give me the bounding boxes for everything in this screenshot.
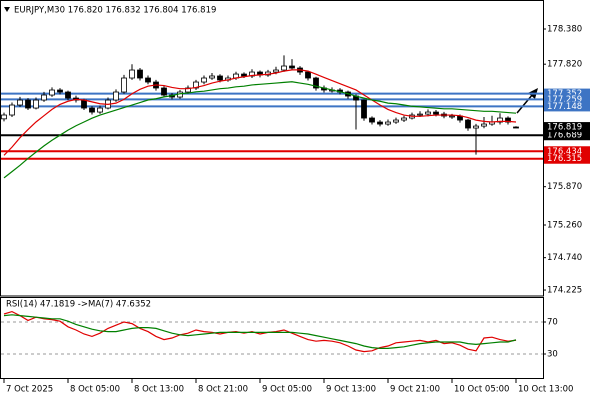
candle-body [17, 99, 23, 106]
level-label: 177.148 [547, 102, 582, 112]
indicator-line [3, 81, 517, 179]
candle-body [385, 121, 391, 125]
x-tick-label: 8 Oct 13:00 [134, 385, 184, 395]
rsi-frame [0, 297, 544, 379]
candle-body [465, 119, 471, 129]
level-label: 176.315 [547, 154, 582, 164]
trend-arrow [516, 88, 538, 114]
x-tick-label: 9 Oct 13:00 [326, 385, 376, 395]
candle-body [417, 113, 423, 116]
chart-title: EURJPY,M30 176.820 176.832 176.804 176.8… [14, 6, 216, 16]
level-label: 177.259 [547, 95, 582, 105]
y-tick-label: 175.870 [547, 182, 582, 192]
indicator-line [3, 310, 517, 353]
candle-body [57, 89, 63, 93]
level-label-bg [544, 130, 590, 141]
level-label-bg [544, 88, 590, 99]
x-tick-label: 8 Oct 05:00 [70, 385, 120, 395]
candle-body [49, 89, 55, 96]
candle-body [209, 75, 215, 79]
indicator-line [3, 69, 517, 156]
candle-body [281, 65, 287, 71]
indicator-line [3, 314, 517, 349]
level-label-bg [544, 94, 590, 105]
y-tick-label: 174.225 [547, 286, 582, 296]
candle-body [33, 99, 39, 109]
candle-body [25, 99, 31, 109]
x-tick-label: 9 Oct 05:00 [262, 385, 312, 395]
y-tick-label: 174.740 [547, 253, 582, 263]
candle-body [201, 77, 207, 83]
candle-body [481, 123, 487, 127]
x-tick-label: 8 Oct 21:00 [198, 385, 248, 395]
candle-body [289, 65, 295, 69]
candle-body [273, 69, 279, 73]
level-label-bg [544, 146, 590, 157]
rsi-title: RSI(14) 47.1819 ->MA(7) 47.6352 [6, 300, 151, 310]
last-price-bg [544, 122, 590, 133]
candle-body [497, 117, 503, 123]
candle-body [401, 117, 407, 121]
candle-body [449, 115, 455, 118]
y-tick-label: 175.260 [547, 221, 582, 231]
candle-body [89, 107, 95, 113]
candle-body [113, 91, 119, 101]
candle-body [81, 99, 87, 109]
candle-body [305, 71, 311, 79]
last-price-label: 176.819 [547, 123, 582, 133]
candle-body [393, 119, 399, 123]
level-label: 177.352 [547, 89, 582, 99]
y-tick-label: 178.380 [547, 25, 582, 35]
candle-body [217, 75, 223, 81]
y-tick-label: 30 [547, 350, 558, 360]
x-tick-label: 9 Oct 21:00 [390, 385, 440, 395]
candle-body [129, 69, 135, 79]
candle-body [425, 111, 431, 115]
candle-body [1, 114, 7, 120]
candle-body [369, 117, 375, 123]
candle-body [185, 87, 191, 93]
main-frame [0, 0, 544, 297]
candle-body [241, 73, 247, 77]
candle-body [313, 77, 319, 89]
candle-body [505, 117, 511, 123]
candle-body [473, 125, 479, 129]
level-label: 176.689 [547, 131, 582, 141]
y-tick-label: 70 [547, 318, 558, 328]
x-tick-label: 7 Oct 2025 [6, 385, 53, 395]
candle-body [65, 91, 71, 99]
x-tick-label: 10 Oct 05:00 [454, 385, 509, 395]
level-label: 176.434 [547, 147, 582, 157]
candle-body [41, 94, 47, 101]
candle-body [9, 104, 15, 116]
candle-body [361, 99, 367, 119]
arrow-shaft [516, 93, 534, 114]
x-tick-label: 10 Oct 13:00 [518, 385, 573, 395]
candle-body [513, 126, 519, 129]
y-tick-label: 177.820 [547, 60, 582, 70]
candle-body [377, 121, 383, 125]
candle-body [161, 87, 167, 96]
menu-triangle [4, 7, 10, 12]
candle-body [121, 77, 127, 93]
candle-body [433, 111, 439, 115]
candle-body [137, 69, 143, 79]
candle-body [145, 77, 151, 83]
level-label-bg [544, 153, 590, 164]
level-label-bg [544, 101, 590, 112]
candle-body [97, 107, 103, 113]
